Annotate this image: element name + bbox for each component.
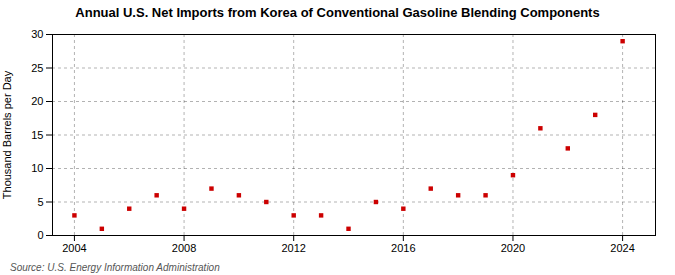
svg-text:2004: 2004 [62, 242, 86, 254]
svg-text:2016: 2016 [391, 242, 415, 254]
svg-text:2020: 2020 [501, 242, 525, 254]
svg-text:25: 25 [31, 62, 43, 74]
svg-text:20: 20 [31, 95, 43, 107]
html-text:Annual U.S. Net Imports from K: Annual U.S. Net Imports from Korea of Co… [75, 5, 600, 20]
svg-text:Thousand Barrels per Day: Thousand Barrels per Day [1, 70, 13, 199]
svg-text:2012: 2012 [281, 242, 305, 254]
svg-text:0: 0 [37, 229, 43, 241]
svg-text:2008: 2008 [172, 242, 196, 254]
svg-text:5: 5 [37, 196, 43, 208]
svg-text:30: 30 [31, 28, 43, 40]
svg-text:10: 10 [31, 162, 43, 174]
svg-text:15: 15 [31, 129, 43, 141]
html-text:Source: U.S. Energy Informatio: Source: U.S. Energy Information Administ… [10, 262, 220, 273]
svg-text:2024: 2024 [610, 242, 634, 254]
